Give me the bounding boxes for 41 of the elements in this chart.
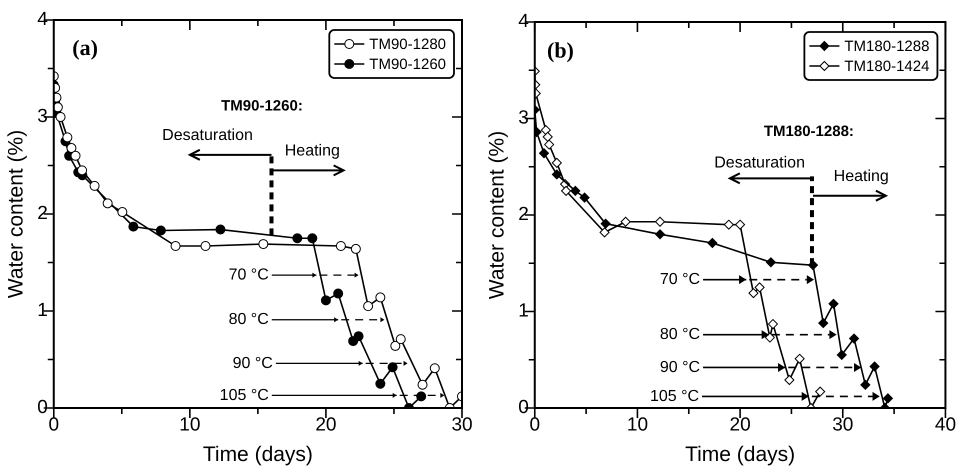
annotation: Heating xyxy=(834,168,889,185)
x-tick-label: 20 xyxy=(730,414,751,436)
y-tick-label: 2 xyxy=(518,204,529,226)
y-tick-label: 0 xyxy=(518,397,529,418)
annotation: 105 °C xyxy=(650,388,700,405)
x-tick-label: 10 xyxy=(626,414,648,436)
annotation: 80 °C xyxy=(660,326,700,344)
annotation: Desaturation xyxy=(714,154,805,172)
annotation: (b) xyxy=(546,38,574,63)
annotation: 90 °C xyxy=(232,354,273,372)
y-tick-label: 4 xyxy=(37,9,48,30)
y-tick-label: 0 xyxy=(37,397,48,418)
x-tick-label: 30 xyxy=(451,414,473,436)
annotation: TM180-1288: xyxy=(764,123,854,140)
y-tick-label: 1 xyxy=(518,300,529,322)
legend-label: TM180-1424 xyxy=(844,58,930,76)
y-axis-title: Water content (%) xyxy=(4,130,28,298)
annotation: (a) xyxy=(72,34,98,60)
legend-label: TM90-1280 xyxy=(369,36,446,54)
legend-label: TM180-1288 xyxy=(844,38,930,56)
legend-label: TM90-1260 xyxy=(369,56,446,74)
y-axis-title: Water content (%) xyxy=(485,130,508,300)
annotation: 80 °C xyxy=(228,311,269,328)
annotation: 70 °C xyxy=(228,266,269,284)
x-tick-label: 40 xyxy=(934,414,956,436)
x-axis-title: Time (days) xyxy=(685,443,796,466)
y-tick-label: 4 xyxy=(518,11,530,32)
x-tick-label: 20 xyxy=(315,414,336,436)
y-tick-label: 1 xyxy=(37,300,48,322)
annotation: 90 °C xyxy=(660,358,700,376)
annotation: TM90-1260: xyxy=(221,97,303,114)
x-axis-title: Time (days) xyxy=(202,443,313,466)
x-tick-label: 10 xyxy=(179,414,200,436)
annotation: Desaturation xyxy=(162,126,253,144)
annotation: 105 °C xyxy=(220,386,269,404)
y-tick-label: 2 xyxy=(37,203,48,224)
y-tick-label: 3 xyxy=(37,106,48,128)
x-tick-label: 30 xyxy=(832,414,854,436)
annotation: 70 °C xyxy=(660,271,700,288)
y-tick-label: 3 xyxy=(518,108,529,129)
annotation: Heating xyxy=(284,142,340,160)
